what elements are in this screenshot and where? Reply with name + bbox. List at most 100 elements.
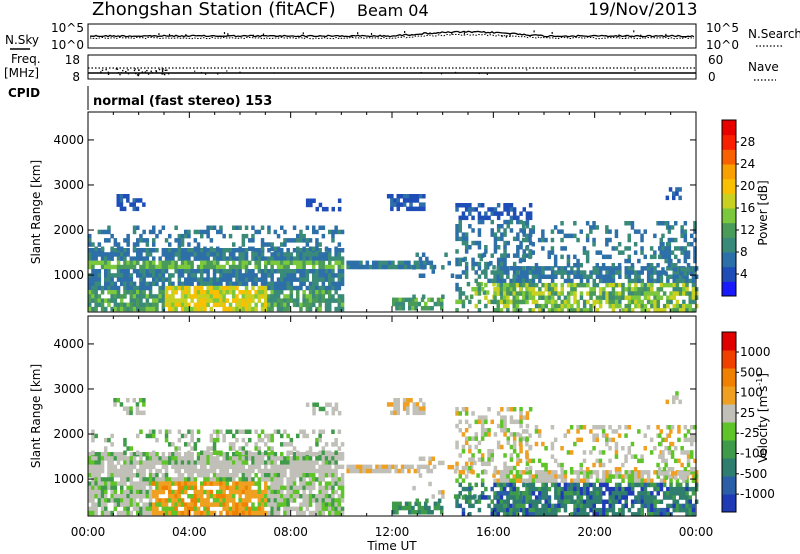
power-cell [267,260,271,266]
velocity-cell [88,464,92,470]
velocity-cell [388,464,392,470]
power-cell [627,299,632,305]
power-cell [402,198,407,203]
power-cell [206,290,210,295]
power-cell [299,269,303,274]
power-cell [321,269,326,274]
velocity-cell [190,437,194,443]
velocity-cell [305,433,310,439]
velocity-cell [461,478,466,483]
velocity-cell [305,456,310,461]
velocity-cell [496,444,501,450]
power-cell [180,233,185,239]
velocity-cell [100,456,105,461]
power-cell [678,287,683,292]
velocity-cell [541,462,545,468]
velocity-cell [683,475,688,480]
power-cell [315,238,319,243]
power-cell [280,269,284,274]
velocity-cell [187,477,191,482]
power-cell [492,281,496,287]
velocity-cell [139,429,143,434]
velocity-cell [152,460,156,465]
power-cell [104,260,108,266]
velocity-cell [91,506,95,512]
power-cell [177,298,182,303]
power-cell [621,287,625,292]
power-colorbar-swatch [722,134,736,150]
power-cell [257,260,262,266]
power-cell [97,277,102,282]
velocity-colorbar-tick-label: 500 [740,365,763,379]
power-cell [633,250,638,255]
velocity-cell [187,494,191,499]
power-cell [576,263,580,268]
power-cell [171,285,175,291]
power-cell [605,295,609,300]
velocity-cell [675,503,680,509]
power-cell [244,225,249,230]
freq-point [146,69,148,72]
velocity-cell [406,406,410,411]
power-cell [691,299,696,305]
velocity-cell [216,498,220,503]
velocity-cell [299,502,303,507]
velocity-cell [519,411,523,416]
power-cell [212,252,217,257]
power-cell [506,303,510,309]
power-cell [554,308,558,313]
power-cell [232,225,236,230]
velocity-cell [519,507,523,513]
velocity-cell [235,450,239,455]
velocity-cell [560,478,564,483]
power-cell [468,203,472,208]
velocity-cell [690,450,694,455]
freq-point [162,68,164,70]
velocity-cell [637,470,641,475]
power-cell [132,294,137,299]
velocity-cell [270,433,274,439]
nsky-point [185,34,187,37]
power-cell [174,238,178,243]
power-cell [312,294,316,299]
power-cell [614,246,619,251]
velocity-cell [94,456,98,461]
velocity-cell [241,485,246,491]
power-cell [458,219,462,225]
velocity-cell [203,489,207,495]
power-cell [560,246,564,251]
velocity-cell [643,495,648,500]
power-cell [586,308,590,313]
velocity-cell [359,464,363,470]
power-cell [292,256,297,261]
power-cell [136,242,140,247]
velocity-cell [142,464,146,470]
velocity-cell [158,477,162,482]
velocity-cell [525,482,530,488]
nsearch-tick-top: 10^5 [706,21,739,35]
freq-point [164,69,167,72]
velocity-cell [228,494,233,499]
power-cell [104,238,108,243]
power-cell [686,267,691,272]
velocity-cell [412,402,416,407]
velocity-cell [299,506,303,512]
power-cell [168,273,172,278]
velocity-cell [325,402,329,407]
velocity-cell [547,486,552,492]
power-cell [634,291,638,296]
velocity-cell [174,456,178,461]
power-cell [477,245,482,250]
velocity-cell [512,436,517,441]
velocity-cell [499,478,504,483]
power-cell [550,282,555,288]
velocity-cell [531,482,536,488]
power-cell [238,281,242,287]
velocity-cell [525,491,529,496]
power-cell [391,264,395,270]
power-cell [257,269,262,274]
power-cell [653,291,657,296]
power-cell [161,252,166,257]
velocity-cell [289,481,294,486]
power-cell [321,233,326,239]
